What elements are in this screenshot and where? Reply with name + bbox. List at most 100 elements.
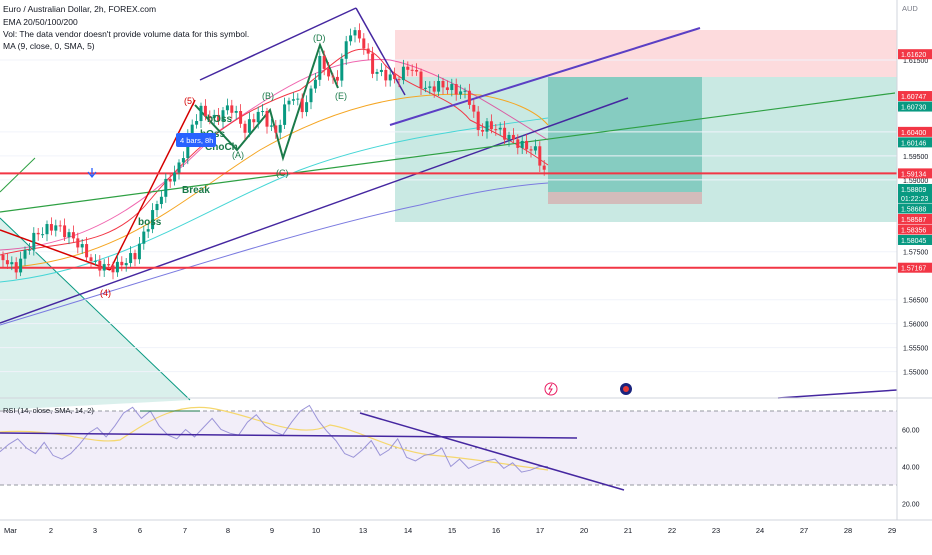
candle-body bbox=[1, 255, 5, 261]
time-tick: 23 bbox=[712, 526, 720, 535]
price-label: 1.58356 bbox=[901, 227, 926, 234]
time-axis: Mar 2 3 6 7 8 9 10 13 14 15 16 17 20 21 22 23 24 27 28 29 bbox=[4, 526, 896, 535]
trendline-channel-upper bbox=[199, 7, 357, 81]
candle-body bbox=[388, 74, 392, 81]
candle-body bbox=[309, 88, 313, 103]
price-label: 1.58587 bbox=[901, 217, 926, 224]
price-label-box bbox=[898, 213, 932, 224]
rsi-tick: 40.00 bbox=[902, 465, 920, 472]
candle-body bbox=[542, 165, 546, 170]
wave-label-5: (5) bbox=[184, 96, 195, 106]
candle-body bbox=[159, 196, 163, 205]
candle-body bbox=[102, 264, 106, 271]
candle-body bbox=[516, 139, 520, 148]
trendline-upper bbox=[389, 27, 701, 126]
candle-body bbox=[441, 81, 445, 88]
time-tick: 15 bbox=[448, 526, 456, 535]
candle-body bbox=[419, 71, 423, 89]
price-label-box bbox=[898, 101, 932, 112]
rsi-panel[interactable] bbox=[0, 397, 932, 491]
candle-body bbox=[393, 74, 397, 80]
candle-body bbox=[463, 90, 467, 92]
candle-body bbox=[256, 111, 260, 123]
price-label-box bbox=[898, 168, 932, 179]
price-label-box bbox=[898, 91, 932, 102]
candle-body bbox=[71, 232, 75, 239]
price-label-box bbox=[898, 224, 932, 235]
candle-body bbox=[129, 253, 133, 264]
candle-body bbox=[525, 140, 529, 150]
ma-legend: MA (9, close, 0, SMA, 5) bbox=[3, 41, 95, 51]
candle-body bbox=[366, 48, 370, 54]
time-tick: 29 bbox=[888, 526, 896, 535]
time-tick: 3 bbox=[93, 526, 97, 535]
candle-body bbox=[89, 257, 93, 262]
price-label-box bbox=[898, 137, 932, 148]
candle-body bbox=[234, 111, 238, 113]
time-tick: 10 bbox=[312, 526, 320, 535]
rsi-tick: 20.00 bbox=[902, 502, 920, 509]
candle-body bbox=[353, 30, 357, 36]
candle-body bbox=[344, 41, 348, 59]
ma-20-line bbox=[0, 59, 549, 251]
candle-body bbox=[520, 140, 524, 148]
candle-body bbox=[322, 55, 326, 69]
candle-body bbox=[305, 102, 309, 113]
price-label: 1.58688 bbox=[901, 206, 926, 213]
trendline-red-impulse-2 bbox=[109, 99, 196, 271]
candle-body bbox=[85, 244, 89, 258]
candle-body bbox=[445, 87, 449, 91]
wave-label-4: (4) bbox=[100, 288, 111, 298]
candle-body bbox=[450, 84, 454, 91]
price-label-box bbox=[898, 234, 932, 245]
candle-body bbox=[111, 265, 115, 273]
ema-legend: EMA 20/50/100/200 bbox=[3, 17, 78, 27]
candle-body bbox=[239, 111, 243, 124]
candle-body bbox=[45, 224, 49, 235]
flag-event-icon[interactable] bbox=[620, 383, 632, 395]
elliott-wave-path bbox=[194, 42, 339, 162]
stop-zone[interactable] bbox=[395, 30, 897, 77]
candle-body bbox=[23, 250, 27, 259]
price-label: 1.60400 bbox=[901, 130, 926, 137]
candle-body bbox=[151, 210, 155, 230]
candle-body bbox=[375, 71, 379, 74]
candle-body bbox=[300, 98, 304, 113]
price-label-box bbox=[898, 262, 932, 273]
candle-body bbox=[384, 69, 388, 81]
candle-body bbox=[36, 232, 40, 235]
candle-body bbox=[498, 127, 502, 130]
currency-label: AUD bbox=[902, 4, 918, 13]
time-tick: 24 bbox=[756, 526, 764, 535]
candle-body bbox=[401, 66, 405, 81]
candle-body bbox=[472, 104, 476, 112]
time-tick: 14 bbox=[404, 526, 412, 535]
price-tick: 1.59000 bbox=[903, 178, 928, 185]
time-tick: 2 bbox=[49, 526, 53, 535]
candle-body bbox=[467, 90, 471, 105]
price-labels: 1.61620 1.60747 1.60730 1.60400 1.60146 1.591… bbox=[898, 49, 932, 273]
candle-body bbox=[371, 53, 375, 74]
candle-body bbox=[357, 30, 361, 39]
candle-body bbox=[124, 263, 128, 266]
price-label: 1.60730 bbox=[901, 105, 926, 112]
rsi-ma-line bbox=[0, 406, 549, 471]
wave-label-C: (C) bbox=[276, 168, 289, 178]
wave-label-D: (D) bbox=[313, 33, 326, 43]
target-zone[interactable] bbox=[395, 77, 897, 222]
candle-body bbox=[98, 260, 102, 271]
candle-body bbox=[217, 114, 221, 122]
price-label: 1.59134 bbox=[901, 171, 926, 178]
candle-body bbox=[291, 99, 295, 101]
ma-50-line bbox=[0, 93, 549, 269]
candle-body bbox=[67, 232, 71, 238]
price-tick: 1.61500 bbox=[903, 58, 928, 65]
candle-body bbox=[538, 146, 542, 166]
wave-label-E: (E) bbox=[335, 91, 347, 101]
candle-body bbox=[327, 68, 331, 77]
candle-body bbox=[494, 129, 498, 131]
candle-body bbox=[252, 119, 256, 123]
lightning-event-icon[interactable] bbox=[544, 382, 558, 396]
